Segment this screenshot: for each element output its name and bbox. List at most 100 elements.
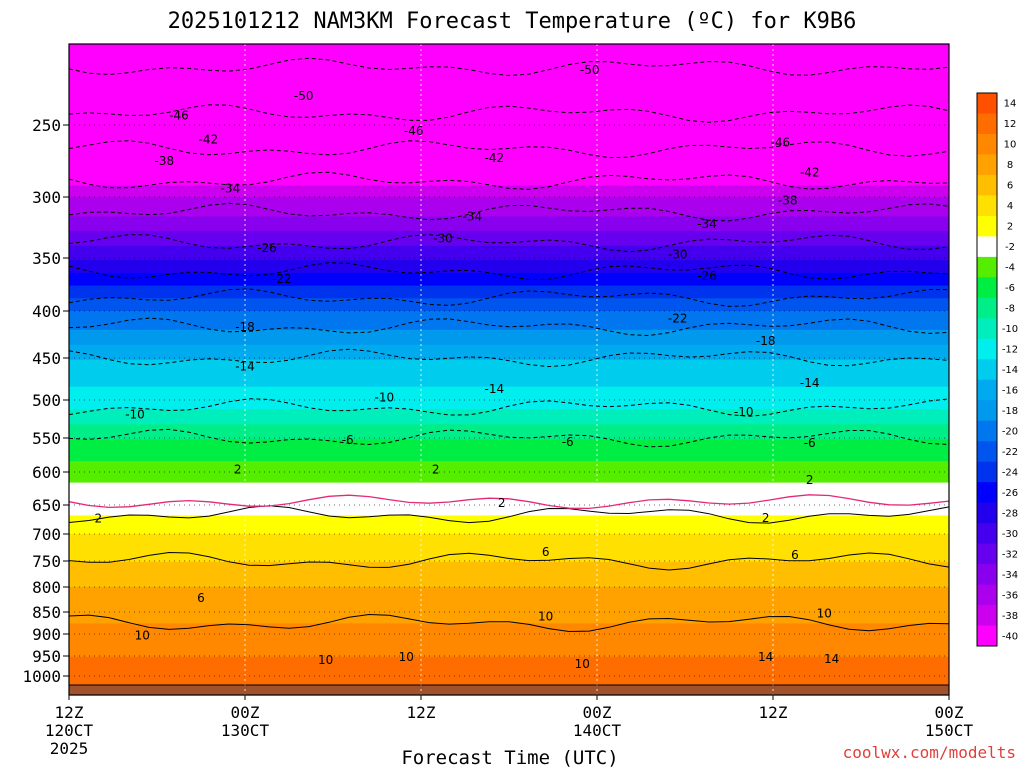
isotherm-line <box>68 57 950 77</box>
temperature-band <box>69 329 949 335</box>
temperature-band <box>69 373 949 378</box>
temperature-band <box>69 379 949 384</box>
temperature-band <box>69 482 949 486</box>
legend-swatch <box>977 318 997 340</box>
temperature-band <box>69 648 949 651</box>
legend-swatch <box>977 277 997 299</box>
temperature-band <box>69 542 949 546</box>
temperature-band <box>69 458 949 462</box>
temperature-band <box>69 369 949 374</box>
temperature-band <box>69 201 949 208</box>
temperature-band <box>69 472 949 476</box>
temperature-band <box>69 115 949 123</box>
temperature-band <box>69 544 949 548</box>
legend-swatch <box>977 461 997 483</box>
legend-swatch <box>977 523 997 544</box>
temperature-band <box>69 50 949 58</box>
temperature-band <box>69 418 949 422</box>
contour-label: 10 <box>817 606 832 620</box>
legend-label: -36 <box>1002 590 1018 601</box>
temperature-band <box>69 396 949 401</box>
temperature-band <box>69 599 949 602</box>
y-tick-label: 600 <box>32 463 61 482</box>
y-tick-label: 300 <box>32 188 61 207</box>
contour-label: -14 <box>235 359 255 373</box>
temperature-band <box>69 580 949 584</box>
legend-label: -34 <box>1002 570 1018 581</box>
contour-label: -6 <box>342 433 354 447</box>
y-tick-label: 950 <box>32 647 61 666</box>
temperature-band <box>69 634 949 637</box>
legend-swatch <box>977 564 997 585</box>
isotherm-line <box>68 234 950 253</box>
contour-label: 6 <box>791 548 799 562</box>
contour-label: 14 <box>824 652 839 666</box>
temperature-band <box>69 672 949 675</box>
contour-label: -10 <box>734 405 754 419</box>
contour-label: -30 <box>668 247 688 261</box>
x-tick-time: 00Z <box>935 703 964 722</box>
contour-label: -10 <box>374 391 394 405</box>
temperature-band <box>69 681 949 685</box>
temperature-band <box>69 236 949 242</box>
temperature-band <box>69 630 949 633</box>
legend-swatch <box>977 174 997 196</box>
x-axis-title: Forecast Time (UTC) <box>401 747 618 768</box>
temperature-band <box>69 341 949 346</box>
temperature-band <box>69 306 949 312</box>
temperature-band <box>69 664 949 667</box>
temperature-band <box>69 69 949 77</box>
chart-title: 2025101212 NAM3KM Forecast Temperature (… <box>168 9 857 34</box>
temperature-band <box>69 285 949 291</box>
contour-label: -18 <box>235 320 255 334</box>
y-tick-label: 900 <box>32 625 61 644</box>
credit-link[interactable]: coolwx.com/modelts <box>843 743 1016 762</box>
legend-label: -18 <box>1002 406 1018 417</box>
temperature-band <box>69 44 949 52</box>
isotherm-line <box>68 262 950 281</box>
temperature-band <box>69 582 949 586</box>
contour-label: 10 <box>318 653 333 667</box>
temperature-band <box>69 318 949 323</box>
temperature-band <box>69 522 949 526</box>
contour-label: 2 <box>94 511 102 525</box>
y-tick-label: 750 <box>32 552 61 571</box>
contour-label: -50 <box>294 89 314 103</box>
legend-label: 2 <box>1007 222 1013 233</box>
isotherm-line <box>68 551 950 571</box>
temperature-band <box>69 493 949 497</box>
temperature-band <box>69 605 949 608</box>
temperature-band <box>69 469 949 473</box>
temperature-band <box>69 663 949 666</box>
temperature-band <box>69 231 949 237</box>
contour-label: -34 <box>697 217 717 231</box>
temperature-band <box>69 298 949 304</box>
temperature-band <box>69 444 949 449</box>
temperature-band <box>69 661 949 664</box>
temperature-band <box>69 632 949 635</box>
temperature-band <box>69 568 949 571</box>
contour-label: -50 <box>580 63 600 77</box>
y-tick-label: 500 <box>32 391 61 410</box>
x-tick-date: 150CT <box>925 721 974 740</box>
temperature-band <box>69 179 949 187</box>
temperature-band <box>69 653 949 656</box>
contour-label: 2 <box>762 511 770 525</box>
temperature-band <box>69 326 949 331</box>
temperature-band <box>69 463 949 468</box>
contour-label: -6 <box>562 435 574 449</box>
contour-label: -46 <box>169 108 189 122</box>
temperature-band <box>69 651 949 654</box>
temperature-band <box>69 344 949 350</box>
temperature-band <box>69 466 949 470</box>
temperature-band <box>69 272 949 278</box>
contour-label: 6 <box>197 591 205 605</box>
temperature-band <box>69 587 949 590</box>
legend-swatch <box>977 625 997 647</box>
temperature-band <box>69 646 949 649</box>
isotherm-line <box>68 398 950 417</box>
y-axis: 250 300 350 400 450 500 550 600 650 700 750 800 850 9… <box>22 116 69 686</box>
legend-swatch <box>977 195 997 217</box>
temperature-band <box>69 603 949 606</box>
temperature-band <box>69 421 949 425</box>
